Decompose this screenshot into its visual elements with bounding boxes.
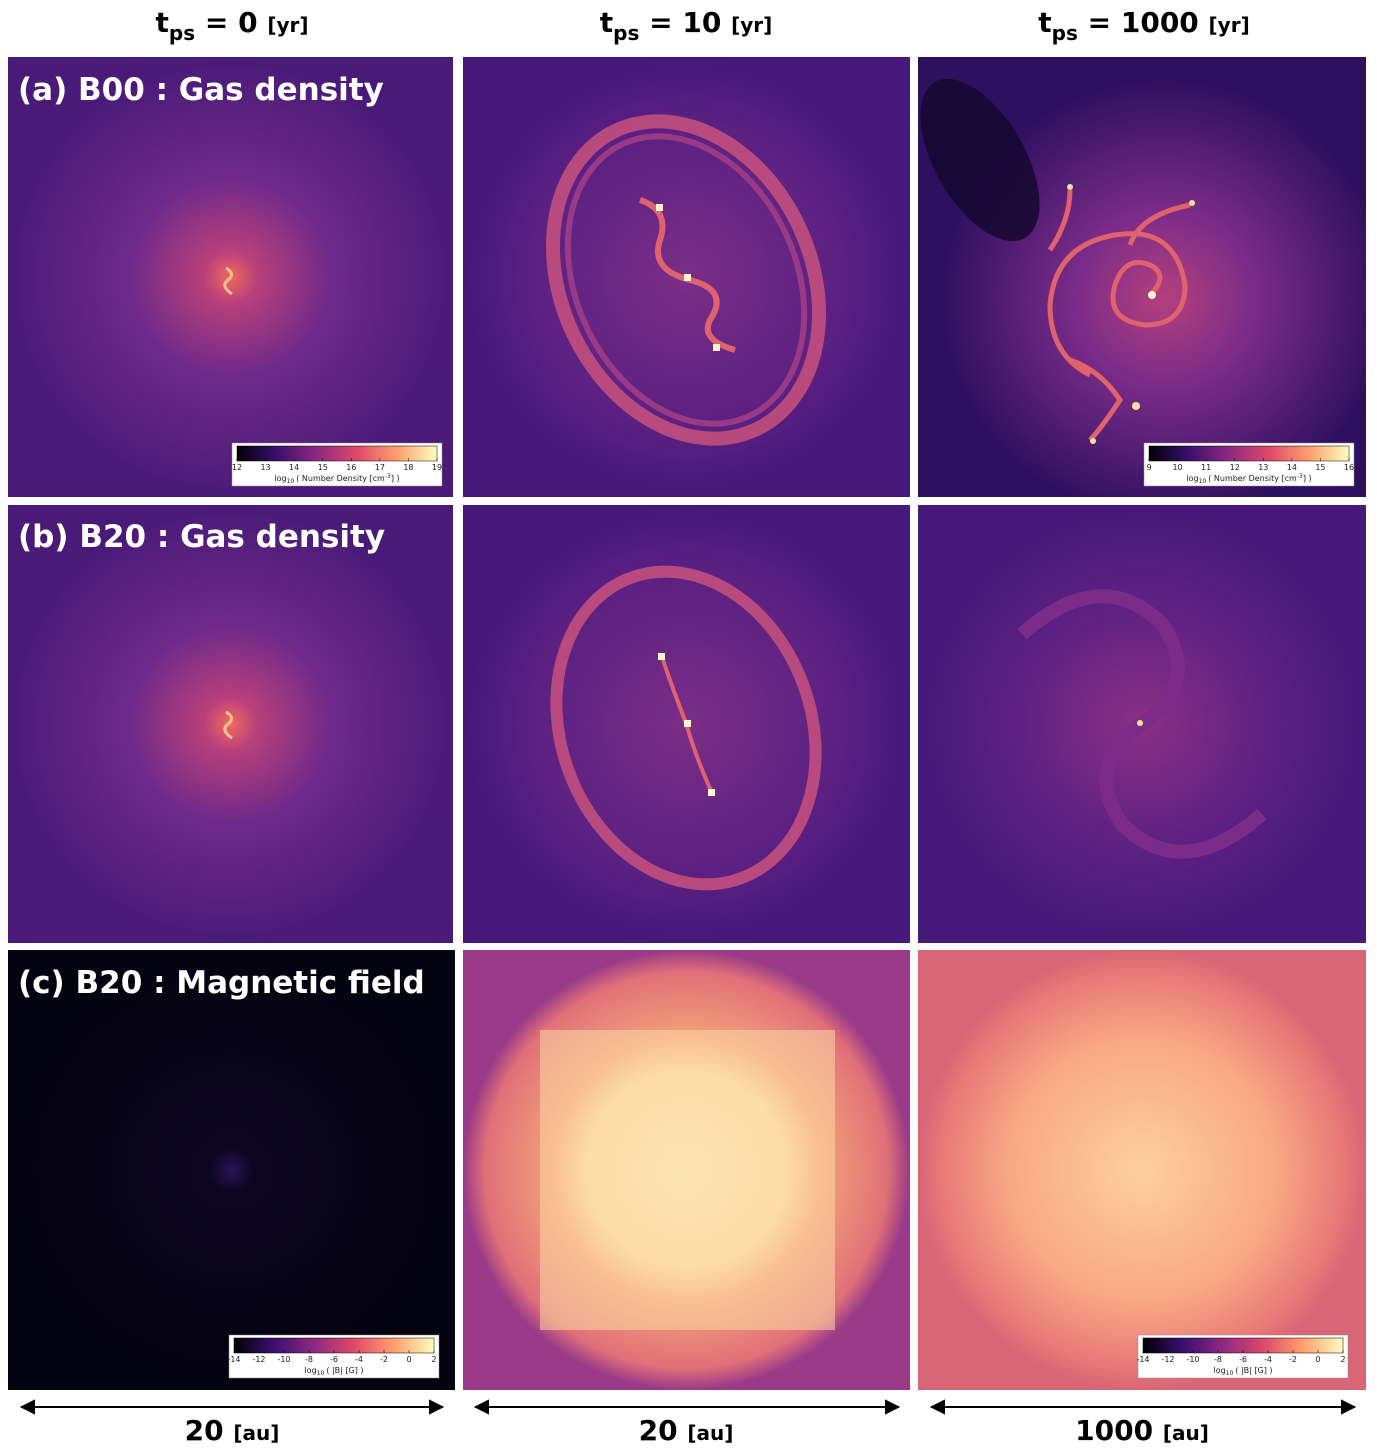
panel bbox=[8, 950, 455, 1390]
colorbar-tick-label: 17 bbox=[375, 463, 385, 472]
scale-label: 1000 [au] bbox=[1075, 1414, 1209, 1447]
panel bbox=[8, 57, 453, 497]
scale-bars bbox=[19, 1399, 1357, 1415]
panel bbox=[463, 950, 910, 1390]
label-part: log bbox=[304, 1366, 316, 1375]
label-part: ( Number Density [cm bbox=[296, 474, 385, 483]
colorbar-tick-label: -6 bbox=[330, 1355, 338, 1364]
colorbar-label: log10( |B| [G] ) bbox=[304, 1366, 363, 1377]
colorbar-tick-label: 14 bbox=[289, 463, 299, 472]
panel bbox=[918, 950, 1366, 1390]
scale-label: 20 [au] bbox=[639, 1414, 734, 1447]
colorbar-tick-label: -4 bbox=[1264, 1355, 1272, 1364]
colorbar-tick-label: 12 bbox=[232, 463, 242, 472]
label-part: ( |B| [G] ) bbox=[1235, 1366, 1272, 1375]
panel bbox=[918, 505, 1366, 943]
label-part: 10 bbox=[1199, 478, 1207, 485]
colorbar bbox=[1148, 445, 1350, 462]
colorbar-tick-label: 11 bbox=[1201, 463, 1211, 472]
label-part: 10 bbox=[287, 478, 295, 485]
column-headers: tps = 0 [yr] tps = 10 [yr] tps = 1000 [y… bbox=[155, 6, 1249, 45]
colorbar-tick-label: 9 bbox=[1146, 463, 1151, 472]
label-part: 10 bbox=[1226, 1370, 1234, 1377]
colorbar-tick-label: -8 bbox=[305, 1355, 313, 1364]
panel bbox=[918, 57, 1366, 497]
column-header: tps = 1000 [yr] bbox=[1038, 6, 1249, 45]
colorbar-label: log10( Number Density [cm-3] ) bbox=[274, 473, 399, 485]
label-part: log bbox=[1213, 1366, 1225, 1375]
row-label: (c) B20 : Magnetic field bbox=[18, 965, 425, 1001]
colorbar-tick-label: -10 bbox=[277, 1355, 290, 1364]
colorbar-tick-label: 2 bbox=[1340, 1355, 1345, 1364]
column-header: tps = 10 [yr] bbox=[600, 6, 773, 45]
colorbar-tick-label: 18 bbox=[403, 463, 413, 472]
colorbar-label: log10( Number Density [cm-3] ) bbox=[1186, 473, 1311, 485]
label-part: ( Number Density [cm bbox=[1208, 474, 1297, 483]
scale-label: 20 [au] bbox=[185, 1414, 280, 1447]
panel bbox=[463, 505, 910, 943]
colorbar-tick-label: -8 bbox=[1214, 1355, 1222, 1364]
colorbar-tick-label: -6 bbox=[1239, 1355, 1247, 1364]
label-part: -3 bbox=[385, 473, 391, 480]
label-part: -3 bbox=[1297, 473, 1303, 480]
colorbar-tick-label: -14 bbox=[227, 1355, 240, 1364]
colorbar-tick-label: -12 bbox=[252, 1355, 265, 1364]
label-part: ] ) bbox=[391, 474, 400, 483]
column-header: tps = 0 [yr] bbox=[155, 6, 308, 45]
label-part: log bbox=[1186, 474, 1198, 483]
colorbar-tick-label: -12 bbox=[1161, 1355, 1174, 1364]
colorbar-tick-label: 14 bbox=[1287, 463, 1297, 472]
colorbar-tick-label: -2 bbox=[380, 1355, 388, 1364]
colorbar-label: log10( |B| [G] ) bbox=[1213, 1366, 1272, 1377]
label-part: 10 bbox=[317, 1370, 325, 1377]
colorbar-tick-label: 0 bbox=[406, 1355, 411, 1364]
panel bbox=[8, 505, 453, 943]
colorbar bbox=[236, 445, 438, 462]
colorbar-tick-label: 16 bbox=[346, 463, 356, 472]
colorbar-tick-label: 19 bbox=[432, 463, 442, 472]
colorbar-tick-label: 13 bbox=[1258, 463, 1268, 472]
row-label: (b) B20 : Gas density bbox=[18, 519, 385, 555]
colorbar-tick-label: 10 bbox=[1172, 463, 1182, 472]
colorbar-tick-label: -2 bbox=[1289, 1355, 1297, 1364]
colorbar-tick-label: 0 bbox=[1315, 1355, 1320, 1364]
colorbar-tick-label: -10 bbox=[1186, 1355, 1199, 1364]
label-part: ( |B| [G] ) bbox=[326, 1366, 363, 1375]
colorbar-tick-label: 15 bbox=[318, 463, 328, 472]
colorbar-tick-label: -14 bbox=[1136, 1355, 1149, 1364]
colorbar-tick-label: 2 bbox=[431, 1355, 436, 1364]
colorbar-tick-label: 13 bbox=[260, 463, 270, 472]
colorbar-tick-label: 15 bbox=[1315, 463, 1325, 472]
colorbar-tick-label: -4 bbox=[355, 1355, 363, 1364]
colorbar-tick-label: 16 bbox=[1344, 463, 1354, 472]
label-part: log bbox=[274, 474, 286, 483]
colorbar-tick-label: 12 bbox=[1230, 463, 1240, 472]
panel bbox=[463, 57, 910, 497]
row-label: (a) B00 : Gas density bbox=[18, 72, 384, 108]
label-part: ] ) bbox=[1303, 474, 1312, 483]
